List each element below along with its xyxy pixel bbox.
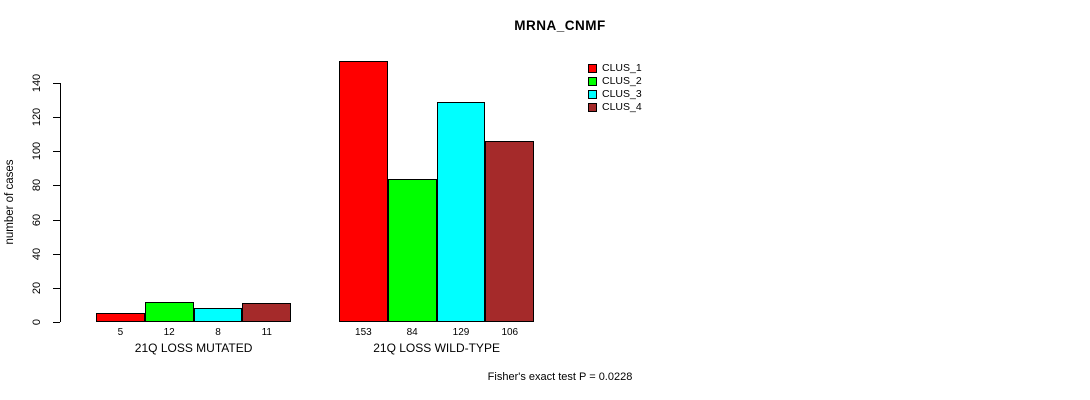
y-axis-line	[60, 83, 61, 322]
bar-clus_1-2	[339, 60, 388, 322]
bar-value-label: 153	[355, 327, 372, 338]
y-tick	[53, 151, 60, 153]
legend: CLUS_1 CLUS_2 CLUS_3 CLUS_4	[588, 62, 642, 114]
y-tick-label: 20	[31, 281, 43, 294]
bar-clus_2-2	[387, 178, 437, 322]
legend-item-clus_2: CLUS_2	[588, 75, 642, 88]
legend-label: CLUS_3	[602, 88, 642, 100]
footer-note: Fisher's exact test P = 0.0228	[487, 371, 633, 383]
y-tick	[53, 117, 60, 119]
plot-title: MRNA_CNMF	[514, 18, 606, 33]
group-label: 21Q LOSS WILD-TYPE	[373, 341, 500, 355]
bar-value-label: 11	[261, 327, 272, 338]
bar-value-label: 12	[163, 327, 175, 338]
legend-item-clus_4: CLUS_4	[588, 101, 642, 114]
y-tick-label: 120	[31, 107, 43, 127]
y-tick	[53, 219, 60, 221]
y-tick	[53, 253, 60, 255]
y-tick	[53, 185, 60, 187]
legend-item-clus_3: CLUS_3	[588, 88, 642, 101]
bar-value-label: 8	[215, 327, 221, 338]
y-tick	[53, 287, 60, 289]
bar-value-label: 5	[117, 327, 124, 338]
bar-clus_1-1	[96, 313, 145, 322]
bar-value-label: 84	[406, 327, 418, 338]
y-tick-label: 40	[31, 247, 43, 260]
legend-item-clus_1: CLUS_1	[588, 62, 642, 75]
group-label: 21Q LOSS MUTATED	[134, 341, 253, 355]
legend-swatch-clus_3	[588, 90, 597, 99]
bar-clus_2-1	[144, 301, 194, 322]
y-tick-label: 140	[31, 73, 43, 93]
legend-swatch-clus_2	[588, 77, 597, 86]
bar-clus_3-2	[436, 101, 486, 322]
bar-clus_4-2	[485, 141, 535, 322]
y-tick	[53, 322, 60, 323]
y-tick-label: 60	[31, 213, 43, 226]
bar-clus_4-1	[242, 303, 292, 322]
legend-swatch-clus_1	[588, 64, 597, 73]
bar-clus_3-1	[193, 308, 243, 322]
y-tick-label: 100	[31, 142, 43, 161]
y-tick	[53, 83, 60, 84]
bar-value-label: 106	[501, 327, 519, 338]
y-tick-label: 0	[31, 318, 43, 326]
legend-label: CLUS_4	[602, 101, 642, 113]
legend-swatch-clus_4	[588, 103, 597, 112]
y-axis-title: number of cases	[4, 159, 16, 245]
legend-label: CLUS_1	[602, 62, 642, 74]
legend-label: CLUS_2	[602, 75, 642, 87]
bar-value-label: 129	[452, 327, 470, 338]
y-tick-label: 80	[31, 179, 43, 192]
